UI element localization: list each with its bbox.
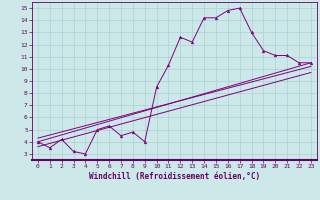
X-axis label: Windchill (Refroidissement éolien,°C): Windchill (Refroidissement éolien,°C) [89, 172, 260, 181]
